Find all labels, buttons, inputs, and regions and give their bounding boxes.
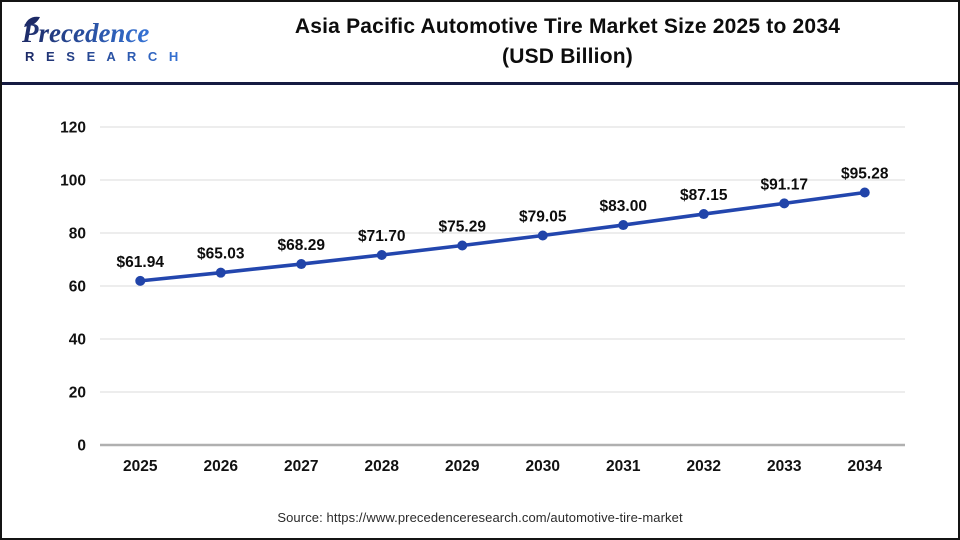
x-tick-label: 2029 bbox=[445, 458, 480, 475]
logo-sub-brand-text: R E S E A R C H bbox=[25, 49, 182, 64]
y-tick-label: 20 bbox=[69, 385, 86, 402]
chart-area: 0 20 40 60 80 100 120 2025 2026 2027 2028 2029 2030 2… bbox=[2, 88, 958, 502]
data-point-label: $91.17 bbox=[761, 176, 808, 193]
data-point bbox=[859, 187, 870, 198]
data-point-label: $68.29 bbox=[278, 237, 326, 254]
x-tick-label: 2031 bbox=[606, 458, 641, 475]
y-tick-label: 0 bbox=[77, 438, 86, 455]
chart-title: Asia Pacific Automotive Tire Market Size… bbox=[187, 12, 958, 73]
header: Precedence R E S E A R C H Asia Pacific … bbox=[2, 2, 958, 85]
data-point bbox=[457, 240, 468, 251]
data-point-label: $71.70 bbox=[358, 228, 405, 245]
data-point bbox=[618, 220, 629, 231]
data-point bbox=[296, 259, 307, 270]
logo-brand-text: Precedence bbox=[21, 18, 149, 48]
data-point bbox=[537, 230, 548, 241]
data-point bbox=[779, 198, 790, 209]
data-point bbox=[698, 209, 709, 220]
y-tick-label: 80 bbox=[69, 226, 86, 243]
x-tick-label: 2034 bbox=[848, 458, 883, 475]
x-tick-label: 2025 bbox=[123, 458, 158, 475]
chart-title-line1: Asia Pacific Automotive Tire Market Size… bbox=[294, 14, 841, 38]
brand-logo: Precedence R E S E A R C H bbox=[2, 11, 187, 74]
series-line bbox=[138, 190, 867, 283]
precedence-research-logo-icon: Precedence R E S E A R C H bbox=[21, 16, 182, 64]
data-point-label: $75.29 bbox=[439, 218, 487, 235]
source-attribution: Source: https://www.precedenceresearch.c… bbox=[277, 510, 683, 525]
data-point-label: $61.94 bbox=[117, 254, 165, 271]
logo-leaf-icon bbox=[24, 16, 40, 27]
data-point-label: $95.28 bbox=[841, 166, 889, 183]
data-point-label: $83.00 bbox=[600, 198, 647, 215]
x-tick-label: 2028 bbox=[365, 458, 400, 475]
y-tick-label: 120 bbox=[60, 120, 86, 137]
data-point bbox=[135, 275, 146, 286]
y-tick-label: 40 bbox=[69, 332, 86, 349]
data-point-label: $79.05 bbox=[519, 209, 567, 226]
chart-svg: 0 20 40 60 80 100 120 2025 2026 2027 2028 2029 2030 2… bbox=[60, 120, 905, 475]
chart-title-line2: (USD Billion) bbox=[502, 45, 633, 68]
y-tick-label: 60 bbox=[69, 279, 86, 296]
data-point bbox=[215, 267, 226, 278]
data-point-label: $87.15 bbox=[680, 187, 728, 204]
y-tick-label: 100 bbox=[60, 173, 86, 190]
data-point bbox=[376, 249, 387, 260]
x-tick-label: 2027 bbox=[284, 458, 318, 475]
data-point-label: $65.03 bbox=[197, 246, 245, 263]
x-tick-label: 2026 bbox=[204, 458, 239, 475]
x-tick-label: 2030 bbox=[526, 458, 560, 475]
x-tick-label: 2032 bbox=[687, 458, 721, 475]
x-tick-label: 2033 bbox=[767, 458, 802, 475]
